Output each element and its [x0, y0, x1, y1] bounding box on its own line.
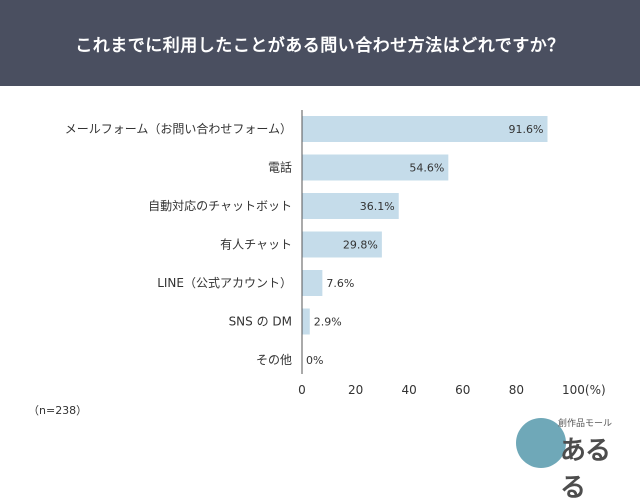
- bar: [302, 154, 449, 181]
- value-label: 2.9%: [314, 316, 342, 329]
- value-label: 91.6%: [509, 123, 544, 136]
- value-label: 36.1%: [360, 200, 395, 213]
- bar: [302, 231, 382, 258]
- category-label: 自動対応のチャットボット: [148, 199, 292, 213]
- category-label: LINE（公式アカウント）: [157, 276, 292, 290]
- x-tick-label: 20: [348, 383, 363, 396]
- category-label: 有人チャット: [220, 238, 292, 252]
- category-label: 電話: [268, 160, 292, 175]
- chart-title: これまでに利用したことがある問い合わせ方法はどれですか？: [75, 35, 565, 56]
- x-tick-label: 100(%): [562, 383, 606, 396]
- category-label: その他: [256, 353, 292, 367]
- logo-subtitle: 創作品モール: [558, 419, 613, 429]
- x-tick-label: 60: [455, 383, 470, 396]
- value-label: 54.6%: [409, 162, 444, 175]
- logo-rabbit-icon: [516, 418, 566, 468]
- sample-size-note: （n=238）: [28, 404, 88, 417]
- brand-logo: 創作品モール あるる: [508, 412, 628, 503]
- bar: [302, 308, 310, 335]
- bar: [302, 270, 323, 296]
- logo-name: あるる: [560, 436, 611, 503]
- value-label: 0%: [306, 354, 323, 367]
- category-label: メールフォーム（お問い合わせフォーム）: [65, 121, 292, 136]
- x-tick-label: 0: [298, 383, 306, 396]
- x-tick-label: 80: [509, 383, 524, 396]
- bar: [302, 193, 399, 219]
- value-label: 29.8%: [343, 239, 378, 252]
- value-label: 7.6%: [326, 277, 354, 290]
- chart-header: これまでに利用したことがある問い合わせ方法はどれですか？: [0, 0, 640, 86]
- x-tick-label: 40: [402, 383, 417, 396]
- bar-chart: メールフォーム（お問い合わせフォーム） 91.6% 電話 54.6% 自動対応のチャット…: [65, 110, 606, 396]
- category-label: SNS の DM: [229, 315, 292, 329]
- bar: [302, 116, 548, 142]
